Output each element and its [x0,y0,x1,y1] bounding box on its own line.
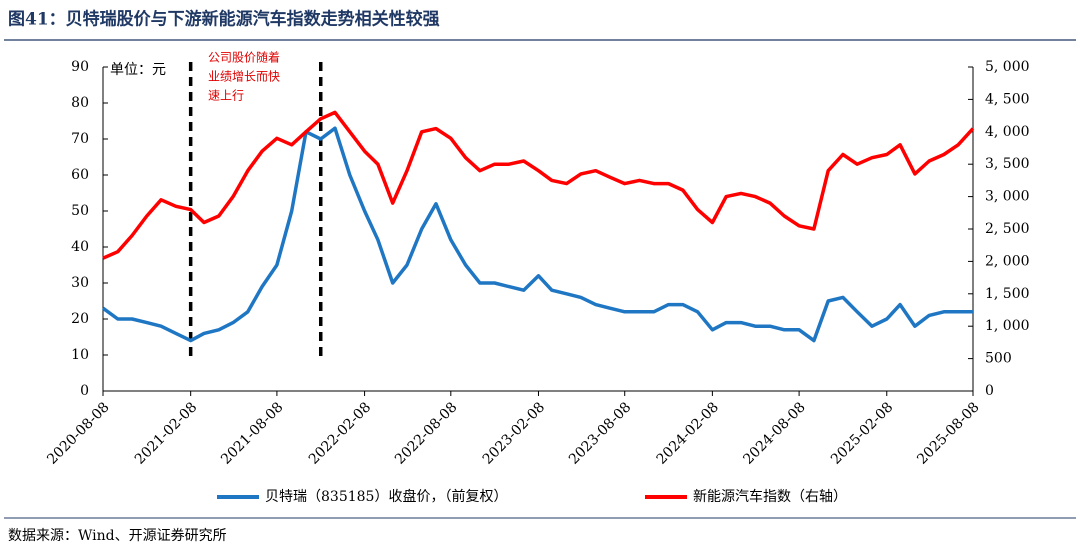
x-tick-label: 2022-02-08 [306,399,374,467]
x-tick-label: 2025-02-08 [828,399,896,467]
y2-tick-label: 3, 000 [985,189,1030,205]
y-tick-label: 50 [71,203,89,219]
series-line [101,126,973,343]
chart-title: 图41：贝特瑞股价与下游新能源汽车指数走势相关性较强 [8,9,440,30]
x-tick-label: 2022-08-08 [392,399,460,467]
source: 数据来源：Wind、开源证券研究所 [8,528,227,544]
y2-tick-label: 2, 500 [985,221,1030,237]
x-tick-label: 2024-02-08 [654,399,722,467]
x-tick-label: 2024-08-08 [740,399,808,467]
y2-tick-label: 4, 000 [985,124,1030,140]
y-tick-label: 40 [71,239,89,255]
annotation: 速上行 [208,89,244,103]
y-tick-label: 70 [71,131,89,147]
y-axis-label: 单位：元 [110,62,166,78]
y2-tick-label: 1, 500 [985,286,1030,302]
y2-tick-label: 3, 500 [985,156,1030,172]
y-tick-label: 90 [71,59,89,75]
y-tick-label: 80 [71,95,89,111]
annotation: 业绩增长而快 [208,70,280,84]
x-tick-label: 2021-02-08 [132,399,200,467]
x-tick-label: 2023-02-08 [480,399,548,467]
x-tick-label: 2025-08-08 [914,399,982,467]
y2-tick-label: 5, 000 [985,59,1030,75]
series-line [102,110,975,260]
y-tick-label: 60 [71,167,89,183]
x-tick-label: 2023-08-08 [566,399,634,467]
y2-tick-label: 0 [985,383,994,399]
y-tick-label: 0 [80,383,89,399]
y-tick-label: 30 [71,275,89,291]
y-tick-label: 10 [71,347,89,363]
legend-label: 新能源汽车指数（右轴） [693,488,847,505]
y2-tick-label: 1, 000 [985,318,1030,334]
annotation: 公司股价随着 [208,50,280,65]
y-tick-label: 20 [71,311,89,327]
y2-tick-label: 4, 500 [985,91,1030,107]
x-tick-label: 2020-08-08 [44,399,112,467]
x-tick-label: 2021-08-08 [218,399,286,467]
y2-tick-label: 2, 000 [985,253,1030,269]
legend-label: 贝特瑞（835185）收盘价，（前复权） [265,488,507,505]
y2-tick-label: 500 [985,351,1012,367]
